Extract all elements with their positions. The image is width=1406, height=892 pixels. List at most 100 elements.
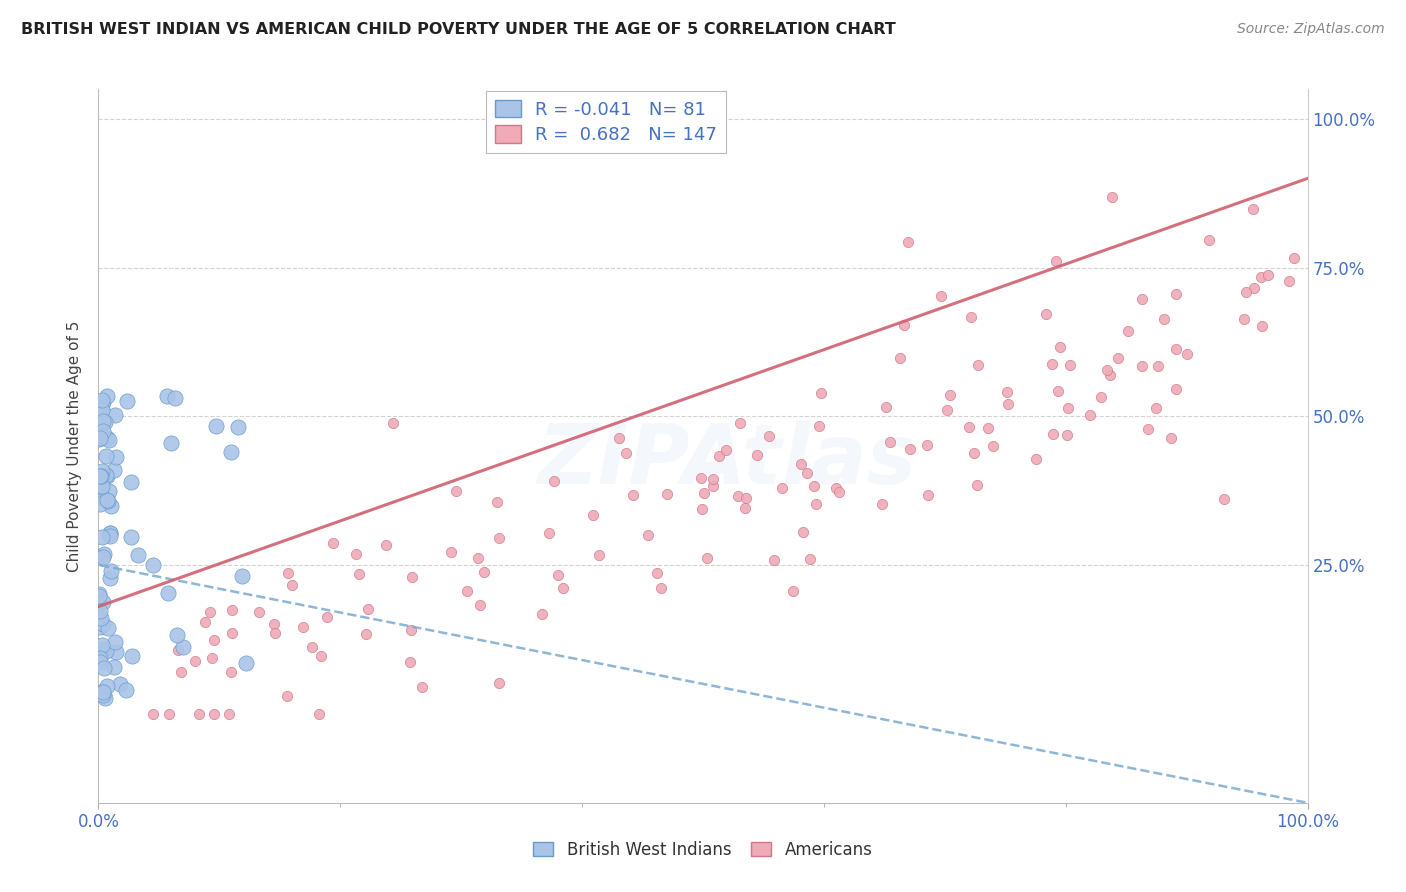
Point bbox=[1107, 351, 1129, 365]
Point bbox=[91, 469, 114, 483]
Point bbox=[91, 464, 114, 478]
Point bbox=[966, 358, 988, 372]
Point bbox=[263, 626, 285, 640]
Point bbox=[995, 385, 1018, 400]
Point bbox=[1045, 254, 1067, 268]
Point bbox=[381, 416, 404, 430]
Point bbox=[488, 676, 510, 690]
Point bbox=[1166, 287, 1188, 301]
Point bbox=[89, 497, 111, 511]
Point bbox=[141, 558, 163, 572]
Point bbox=[90, 611, 112, 625]
Point bbox=[929, 288, 952, 302]
Point bbox=[91, 491, 114, 505]
Point bbox=[96, 680, 118, 694]
Point bbox=[356, 627, 378, 641]
Legend: British West Indians, Americans: British West Indians, Americans bbox=[527, 835, 879, 866]
Point bbox=[875, 400, 897, 414]
Point bbox=[98, 525, 121, 540]
Point bbox=[127, 548, 149, 562]
Point bbox=[488, 532, 510, 546]
Point bbox=[824, 481, 846, 495]
Point bbox=[1090, 390, 1112, 404]
Point bbox=[104, 408, 127, 422]
Point bbox=[98, 571, 121, 585]
Point bbox=[745, 448, 768, 462]
Point bbox=[897, 235, 920, 250]
Point bbox=[89, 432, 111, 446]
Point bbox=[235, 657, 257, 671]
Point bbox=[100, 564, 122, 578]
Point bbox=[91, 642, 114, 657]
Y-axis label: Child Poverty Under the Age of 5: Child Poverty Under the Age of 5 bbox=[67, 320, 83, 572]
Point bbox=[1130, 293, 1153, 307]
Point bbox=[172, 640, 194, 654]
Point bbox=[221, 626, 243, 640]
Point bbox=[97, 493, 120, 508]
Point bbox=[94, 467, 117, 482]
Point bbox=[91, 688, 114, 702]
Point bbox=[804, 497, 827, 511]
Point bbox=[727, 489, 749, 503]
Point bbox=[91, 424, 114, 438]
Point bbox=[1164, 382, 1187, 396]
Point bbox=[467, 551, 489, 566]
Point bbox=[87, 589, 110, 603]
Point bbox=[188, 706, 211, 721]
Point bbox=[936, 403, 959, 417]
Point bbox=[91, 638, 114, 652]
Point bbox=[696, 550, 718, 565]
Point bbox=[89, 651, 111, 665]
Point bbox=[939, 388, 962, 402]
Point bbox=[1243, 280, 1265, 294]
Point bbox=[105, 645, 128, 659]
Point bbox=[1137, 421, 1160, 435]
Point bbox=[655, 487, 678, 501]
Point bbox=[1049, 340, 1071, 354]
Point bbox=[645, 566, 668, 580]
Point bbox=[89, 469, 111, 483]
Point bbox=[1160, 432, 1182, 446]
Point bbox=[810, 386, 832, 401]
Point bbox=[375, 538, 398, 552]
Point bbox=[90, 479, 112, 493]
Point bbox=[281, 577, 304, 591]
Point bbox=[104, 635, 127, 649]
Point bbox=[96, 644, 118, 658]
Point bbox=[538, 525, 561, 540]
Point bbox=[716, 442, 738, 457]
Point bbox=[399, 623, 422, 637]
Point bbox=[91, 683, 114, 698]
Point bbox=[879, 435, 901, 450]
Point bbox=[486, 495, 509, 509]
Point bbox=[100, 500, 122, 514]
Point bbox=[1035, 307, 1057, 321]
Point bbox=[201, 651, 224, 665]
Point bbox=[1144, 401, 1167, 415]
Point bbox=[963, 446, 986, 460]
Point bbox=[782, 584, 804, 599]
Point bbox=[399, 655, 422, 669]
Point bbox=[966, 478, 988, 492]
Point bbox=[1130, 359, 1153, 373]
Point bbox=[96, 493, 118, 508]
Point bbox=[91, 685, 114, 699]
Point bbox=[983, 439, 1005, 453]
Point bbox=[87, 549, 110, 564]
Point bbox=[803, 479, 825, 493]
Point bbox=[226, 419, 249, 434]
Point bbox=[90, 392, 112, 407]
Point bbox=[1213, 492, 1236, 507]
Point bbox=[121, 648, 143, 663]
Point bbox=[194, 615, 217, 629]
Text: BRITISH WEST INDIAN VS AMERICAN CHILD POVERTY UNDER THE AGE OF 5 CORRELATION CHA: BRITISH WEST INDIAN VS AMERICAN CHILD PO… bbox=[21, 22, 896, 37]
Point bbox=[1233, 312, 1256, 326]
Point bbox=[218, 706, 240, 721]
Point bbox=[1101, 189, 1123, 203]
Point bbox=[796, 466, 818, 480]
Point bbox=[702, 479, 724, 493]
Point bbox=[114, 682, 136, 697]
Point bbox=[198, 605, 221, 619]
Point bbox=[160, 435, 183, 450]
Point bbox=[89, 604, 111, 618]
